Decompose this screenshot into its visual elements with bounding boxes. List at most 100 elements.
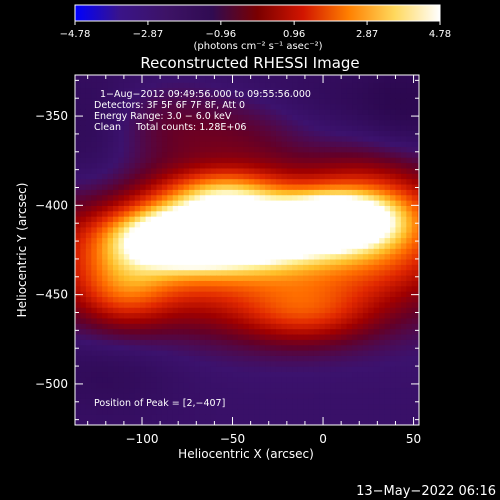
heatmap-cell bbox=[183, 216, 190, 223]
heatmap-cell bbox=[297, 92, 304, 99]
heatmap-cell bbox=[172, 183, 179, 190]
heatmap-cell bbox=[237, 419, 244, 425]
heatmap-cell bbox=[232, 194, 239, 201]
heatmap-cell bbox=[265, 392, 272, 399]
heatmap-cell bbox=[178, 419, 185, 425]
heatmap-cell bbox=[281, 146, 288, 153]
heatmap-cell bbox=[156, 408, 163, 415]
heatmap-cell bbox=[248, 114, 255, 121]
heatmap-cell bbox=[357, 317, 364, 324]
heatmap-cell bbox=[324, 408, 331, 415]
heatmap-cell bbox=[324, 312, 331, 319]
heatmap-cell bbox=[107, 162, 114, 169]
heatmap-cell bbox=[368, 269, 375, 276]
heatmap-cell bbox=[248, 408, 255, 415]
heatmap-cell bbox=[178, 237, 185, 244]
heatmap-cell bbox=[123, 408, 130, 415]
heatmap-cell bbox=[243, 355, 250, 362]
heatmap-cell bbox=[151, 323, 158, 330]
heatmap-cell bbox=[373, 301, 380, 308]
heatmap-cell bbox=[194, 87, 201, 94]
heatmap-cell bbox=[172, 226, 179, 233]
heatmap-cell bbox=[319, 76, 326, 83]
heatmap-cell bbox=[80, 264, 87, 271]
heatmap-cell bbox=[216, 167, 223, 174]
heatmap-cell bbox=[368, 237, 375, 244]
heatmap-cell bbox=[183, 317, 190, 324]
heatmap-cell bbox=[216, 387, 223, 394]
heatmap-cell bbox=[286, 114, 293, 121]
heatmap-cell bbox=[379, 344, 386, 351]
heatmap-cell bbox=[373, 194, 380, 201]
heatmap-cell bbox=[232, 366, 239, 373]
heatmap-cell bbox=[248, 296, 255, 303]
heatmap-cell bbox=[357, 296, 364, 303]
heatmap-cell bbox=[292, 248, 299, 255]
heatmap-cell bbox=[205, 339, 212, 346]
heatmap-cell bbox=[324, 253, 331, 260]
heatmap-cell bbox=[227, 253, 234, 260]
heatmap-cell bbox=[390, 82, 397, 89]
heatmap-cell bbox=[145, 360, 152, 367]
heatmap-cell bbox=[292, 350, 299, 356]
heatmap-cell bbox=[384, 194, 391, 201]
heatmap-cell bbox=[129, 366, 136, 373]
heatmap-cell bbox=[172, 162, 179, 169]
heatmap-cell bbox=[270, 253, 277, 260]
heatmap-cell bbox=[237, 296, 244, 303]
heatmap-cell bbox=[303, 387, 310, 394]
heatmap-cell bbox=[205, 323, 212, 330]
heatmap-cell bbox=[281, 355, 288, 362]
heatmap-cell bbox=[91, 232, 98, 239]
heatmap-cell bbox=[270, 350, 277, 356]
heatmap-cell bbox=[265, 82, 272, 89]
heatmap-cell bbox=[96, 103, 103, 110]
heatmap-cell bbox=[102, 366, 109, 373]
heatmap-cell bbox=[194, 403, 201, 410]
heatmap-cell bbox=[248, 205, 255, 212]
heatmap-cell bbox=[373, 366, 380, 373]
heatmap-cell bbox=[368, 125, 375, 131]
heatmap-cell bbox=[199, 221, 206, 228]
heatmap-cell bbox=[216, 253, 223, 260]
heatmap-cell bbox=[189, 75, 196, 78]
heatmap-cell bbox=[205, 237, 212, 244]
heatmap-cell bbox=[352, 108, 359, 115]
heatmap-cell bbox=[216, 242, 223, 249]
heatmap-cell bbox=[178, 387, 185, 394]
heatmap-cell bbox=[129, 210, 136, 217]
heatmap-cell bbox=[308, 114, 315, 121]
heatmap-cell bbox=[335, 264, 342, 271]
heatmap-cell bbox=[362, 125, 369, 131]
heatmap-cell bbox=[346, 151, 353, 158]
heatmap-cell bbox=[243, 130, 250, 137]
heatmap-cell bbox=[232, 285, 239, 292]
heatmap-cell bbox=[341, 285, 348, 292]
heatmap-cell bbox=[406, 146, 413, 153]
heatmap-cell bbox=[216, 312, 223, 319]
heatmap-cell bbox=[330, 130, 337, 137]
heatmap-cell bbox=[395, 242, 402, 249]
heatmap-cell bbox=[341, 103, 348, 110]
heatmap-cell bbox=[286, 151, 293, 158]
heatmap-cell bbox=[91, 75, 98, 78]
heatmap-cell bbox=[373, 200, 380, 206]
heatmap-cell bbox=[319, 183, 326, 190]
heatmap-cell bbox=[303, 178, 310, 185]
heatmap-cell bbox=[232, 280, 239, 287]
heatmap-cell bbox=[91, 237, 98, 244]
heatmap-cell bbox=[313, 146, 321, 153]
heatmap-cell bbox=[308, 333, 315, 340]
heatmap-cell bbox=[210, 275, 217, 281]
heatmap-cell bbox=[205, 162, 212, 169]
heatmap-cell bbox=[118, 323, 125, 330]
heatmap-cell bbox=[341, 414, 348, 421]
heatmap-cell bbox=[151, 376, 158, 383]
heatmap-cell bbox=[183, 205, 190, 212]
heatmap-cell bbox=[400, 151, 407, 158]
heatmap-cell bbox=[107, 167, 114, 174]
heatmap-cell bbox=[232, 301, 239, 308]
heatmap-cell bbox=[324, 114, 331, 121]
heatmap-cell bbox=[243, 253, 250, 260]
heatmap-cell bbox=[102, 398, 109, 405]
